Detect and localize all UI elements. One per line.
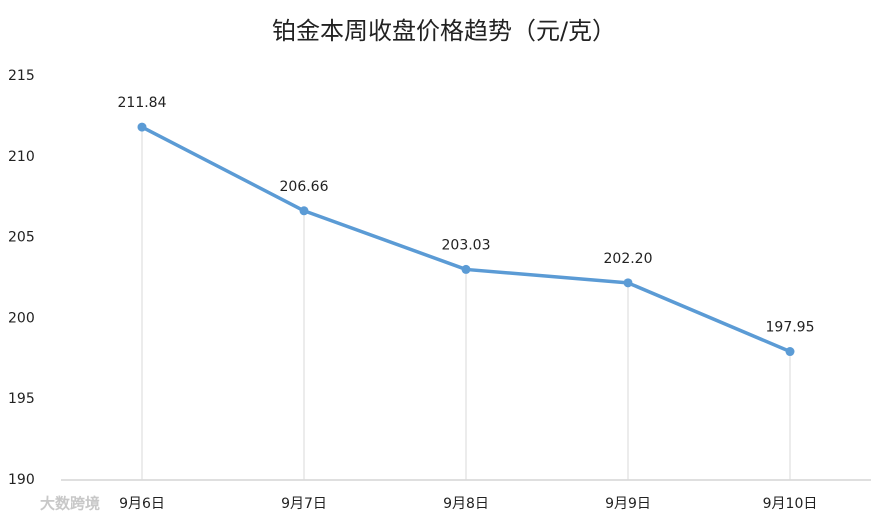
y-tick-label: 210 <box>8 149 35 165</box>
data-label: 197.95 <box>766 320 815 336</box>
point <box>299 206 309 216</box>
y-tick-label: 215 <box>8 68 35 84</box>
chart-title: 铂金本周收盘价格趋势（元/克） <box>272 17 616 45</box>
point <box>137 122 147 132</box>
data-label: 203.03 <box>442 237 491 253</box>
y-tick-label: 195 <box>8 391 35 407</box>
data-label: 202.20 <box>604 251 653 267</box>
y-tick-label: 200 <box>8 310 35 326</box>
point <box>785 347 795 357</box>
data-label: 211.84 <box>118 95 167 111</box>
point <box>461 264 471 274</box>
watermark: 大数跨境 <box>40 495 100 513</box>
x-tick-label: 9月9日 <box>605 496 651 512</box>
data-label: 206.66 <box>280 179 329 195</box>
x-tick-label: 9月10日 <box>763 496 818 512</box>
y-tick-label: 205 <box>8 230 35 246</box>
x-tick-label: 9月7日 <box>281 496 327 512</box>
x-tick-label: 9月8日 <box>443 496 489 512</box>
x-tick-label: 9月6日 <box>119 496 165 512</box>
y-tick-label: 190 <box>8 472 35 488</box>
point <box>623 278 633 288</box>
